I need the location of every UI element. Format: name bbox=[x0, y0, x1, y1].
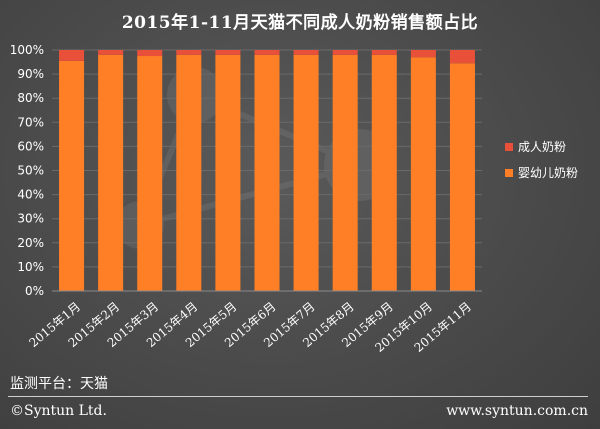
bar-segment bbox=[215, 50, 241, 55]
bar-segment bbox=[410, 50, 436, 58]
legend-label: 成人奶粉 bbox=[518, 140, 566, 154]
bar-segment bbox=[176, 54, 202, 291]
bar-segment bbox=[410, 57, 436, 292]
y-tick-label: 20% bbox=[17, 236, 44, 250]
bar-segment bbox=[215, 54, 241, 291]
y-tick-label: 40% bbox=[17, 188, 44, 202]
bar-segment bbox=[137, 50, 163, 57]
chart-title: 2015年1-11月天猫不同成人奶粉销售额占比 bbox=[121, 13, 479, 33]
bar-segment bbox=[371, 50, 397, 55]
y-tick-label: 0% bbox=[25, 284, 44, 298]
y-tick-label: 30% bbox=[17, 212, 44, 226]
bar-segment bbox=[254, 50, 280, 55]
bar-segment bbox=[449, 63, 475, 291]
copyright-text: ©Syntun Ltd. bbox=[10, 403, 107, 419]
legend-swatch bbox=[505, 143, 513, 151]
platform-label: 监测平台：天猫 bbox=[10, 376, 108, 392]
bar-segment bbox=[293, 50, 319, 55]
bar-segment bbox=[137, 56, 163, 292]
bar-segment bbox=[59, 50, 85, 61]
bar-segment bbox=[98, 50, 124, 55]
y-tick-label: 60% bbox=[17, 139, 44, 153]
y-tick-label: 50% bbox=[17, 164, 44, 178]
bar-segment bbox=[176, 50, 202, 55]
bar-segment bbox=[449, 50, 475, 64]
bar-segment bbox=[98, 54, 124, 291]
x-axis: 2015年1月2015年2月2015年3月2015年4月2015年5月2015年… bbox=[26, 290, 482, 355]
legend-swatch bbox=[505, 169, 513, 177]
y-tick-label: 100% bbox=[10, 43, 44, 57]
bar-segment bbox=[332, 50, 358, 55]
y-tick-label: 10% bbox=[17, 260, 44, 274]
y-tick-label: 90% bbox=[17, 67, 44, 81]
bars bbox=[59, 50, 475, 292]
bar-segment bbox=[59, 60, 85, 291]
bar-segment bbox=[254, 54, 280, 291]
bar-segment bbox=[293, 54, 319, 291]
bar-segment bbox=[332, 54, 358, 291]
y-axis: 0% 10% 20% 30% 40% 50% 60% 70% 80% 90% 100% bbox=[10, 43, 44, 298]
y-tick-label: 80% bbox=[17, 91, 44, 105]
y-tick-label: 70% bbox=[17, 115, 44, 129]
bar-segment bbox=[371, 54, 397, 291]
footer-divider bbox=[8, 396, 588, 397]
legend-label: 婴幼儿奶粉 bbox=[518, 166, 578, 180]
website-link[interactable]: www.syntun.com.cn bbox=[446, 403, 588, 419]
